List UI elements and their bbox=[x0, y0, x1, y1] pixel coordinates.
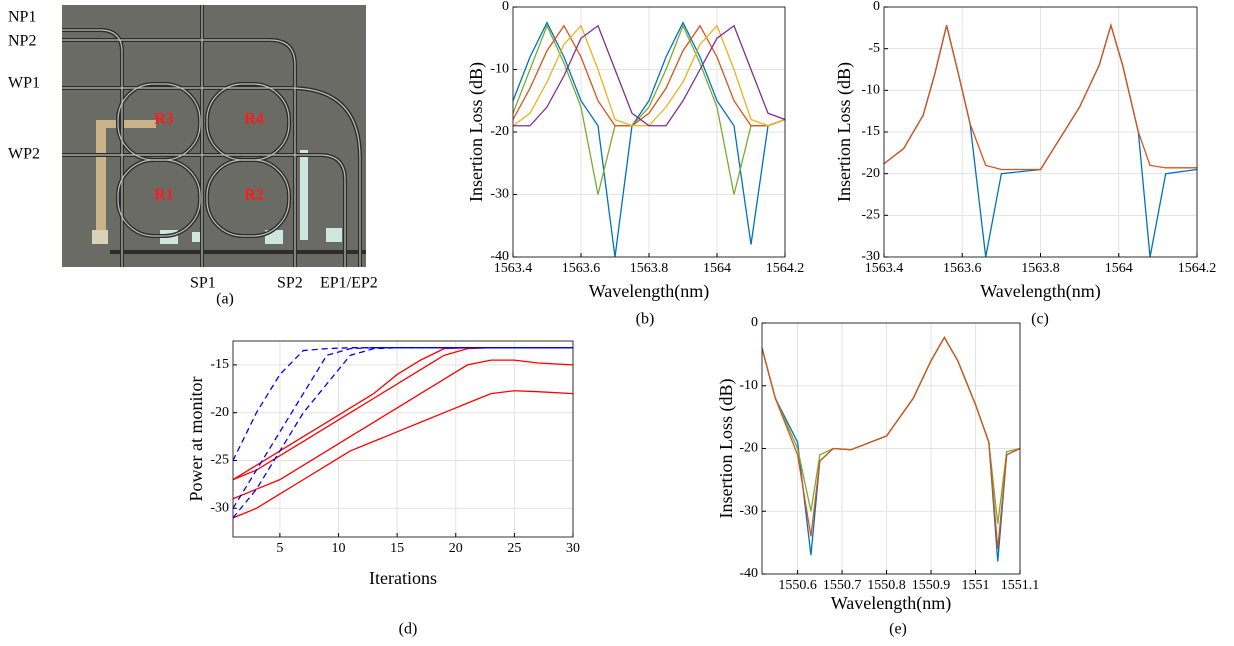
chart: -40 -30 -20 -10 0 1563.4 1563.6 1563.8 1564 1564.… bbox=[466, 0, 804, 328]
ring-label: R2 bbox=[244, 187, 264, 204]
x-axis-label: Wavelength(nm) bbox=[589, 281, 710, 302]
x-tick-label: 10 bbox=[332, 541, 346, 556]
y-tick-label: -5 bbox=[868, 41, 880, 56]
port-label: EP1/EP2 bbox=[320, 275, 378, 292]
axes-frame bbox=[232, 340, 574, 538]
port-label: SP2 bbox=[277, 275, 303, 292]
axes-frame bbox=[512, 6, 786, 258]
y-tick-label: -25 bbox=[861, 208, 880, 223]
series-line bbox=[513, 24, 785, 127]
x-tick-label: 5 bbox=[276, 541, 283, 556]
series-group bbox=[513, 21, 785, 257]
x-tick-label: 1564 bbox=[703, 261, 731, 276]
caption: (e) bbox=[889, 621, 907, 638]
axes-frame bbox=[883, 6, 1198, 258]
x-tick-label: 1563.4 bbox=[865, 261, 904, 276]
y-axis-label: Insertion Loss (dB) bbox=[716, 379, 737, 519]
chart: -40 -30 -20 -10 0 1550.6 1550.7 1550.8 1550.9 155… bbox=[716, 315, 1039, 637]
y-tick-label: 0 bbox=[751, 315, 758, 330]
series-line bbox=[884, 23, 1197, 171]
series-group bbox=[762, 336, 1020, 562]
plot-area bbox=[233, 341, 573, 537]
x-tick-label: 25 bbox=[507, 541, 521, 556]
port-label: WP2 bbox=[8, 146, 40, 163]
y-tick-label: -20 bbox=[739, 441, 758, 456]
y-tick-label: -30 bbox=[861, 249, 880, 264]
y-tick-label: -10 bbox=[861, 83, 880, 98]
series-line bbox=[233, 359, 573, 500]
x-tick-label: 30 bbox=[566, 541, 580, 556]
y-axis-label: Insertion Loss (dB) bbox=[834, 62, 855, 202]
x-tick-label: 1564 bbox=[1105, 261, 1133, 276]
x-tick-label: 1550.8 bbox=[867, 578, 906, 593]
x-tick-label: 1550.7 bbox=[823, 578, 862, 593]
port-label: NP1 bbox=[8, 9, 36, 26]
ring-label: R1 bbox=[154, 187, 174, 204]
y-tick-label: -30 bbox=[490, 187, 509, 202]
y-tick-label: -10 bbox=[739, 378, 758, 393]
y-axis-label: Power at monitor bbox=[186, 377, 206, 502]
x-tick-label: 15 bbox=[390, 541, 404, 556]
series-line bbox=[513, 21, 785, 257]
series-group bbox=[233, 347, 573, 519]
series-line bbox=[513, 24, 785, 195]
x-tick-label: 1563.8 bbox=[1021, 261, 1060, 276]
port-label: WP1 bbox=[8, 75, 40, 92]
y-tick-label: 0 bbox=[502, 0, 509, 14]
series-line bbox=[513, 24, 785, 127]
x-tick-label: 1563.6 bbox=[943, 261, 982, 276]
series-line bbox=[233, 390, 573, 519]
x-tick-label: 1550.9 bbox=[912, 578, 951, 593]
x-tick-label: 1564.2 bbox=[1178, 261, 1217, 276]
y-tick-label: 0 bbox=[873, 0, 880, 14]
x-axis-label: Wavelength(nm) bbox=[831, 593, 952, 614]
ring-label: R4 bbox=[244, 111, 264, 128]
y-tick-label: -30 bbox=[739, 503, 758, 518]
y-tick-label: -20 bbox=[490, 124, 509, 139]
series-line bbox=[762, 336, 1020, 549]
x-tick-label: 1563.4 bbox=[494, 261, 533, 276]
y-tick-label: -25 bbox=[210, 453, 229, 468]
x-tick-label: 1563.8 bbox=[630, 261, 669, 276]
series-line bbox=[233, 347, 573, 509]
x-axis-label: Wavelength(nm) bbox=[980, 281, 1101, 302]
caption: (a) bbox=[216, 291, 234, 308]
series-group bbox=[884, 23, 1197, 257]
chart: -30 -25 -20 -15 -10 -5 0 1563.4 1563.6 1563.8 1564… bbox=[834, 0, 1216, 328]
x-tick-label: 1563.6 bbox=[562, 261, 601, 276]
y-tick-label: -15 bbox=[861, 124, 880, 139]
y-tick-label: -30 bbox=[210, 501, 229, 516]
x-axis-label: Iterations bbox=[369, 568, 437, 588]
x-tick-label: 20 bbox=[449, 541, 463, 556]
port-label: NP2 bbox=[8, 33, 36, 50]
microscope-image bbox=[62, 5, 366, 267]
x-tick-label: 1550.6 bbox=[778, 578, 817, 593]
port-label: SP1 bbox=[190, 275, 216, 292]
y-tick-label: -15 bbox=[210, 357, 229, 372]
y-tick-label: -40 bbox=[739, 566, 758, 581]
x-tick-label: 1551 bbox=[962, 578, 990, 593]
x-tick-label: 1551.1 bbox=[1001, 578, 1040, 593]
caption: (d) bbox=[399, 621, 418, 638]
axes-frame bbox=[761, 322, 1021, 575]
y-axis-label: Insertion Loss (dB) bbox=[466, 62, 487, 202]
x-tick-label: 1564.2 bbox=[766, 261, 805, 276]
caption: (c) bbox=[1031, 311, 1049, 328]
y-tick-label: -20 bbox=[861, 166, 880, 181]
y-tick-label: -10 bbox=[490, 62, 509, 77]
ring-label: R3 bbox=[154, 111, 174, 128]
y-tick-label: -20 bbox=[210, 405, 229, 420]
chart: -30 -25 -20 -15 5 10 15 20 25 30 Iterations Power a… bbox=[186, 340, 580, 638]
y-tick-label: -40 bbox=[490, 249, 509, 264]
caption: (b) bbox=[636, 311, 655, 328]
